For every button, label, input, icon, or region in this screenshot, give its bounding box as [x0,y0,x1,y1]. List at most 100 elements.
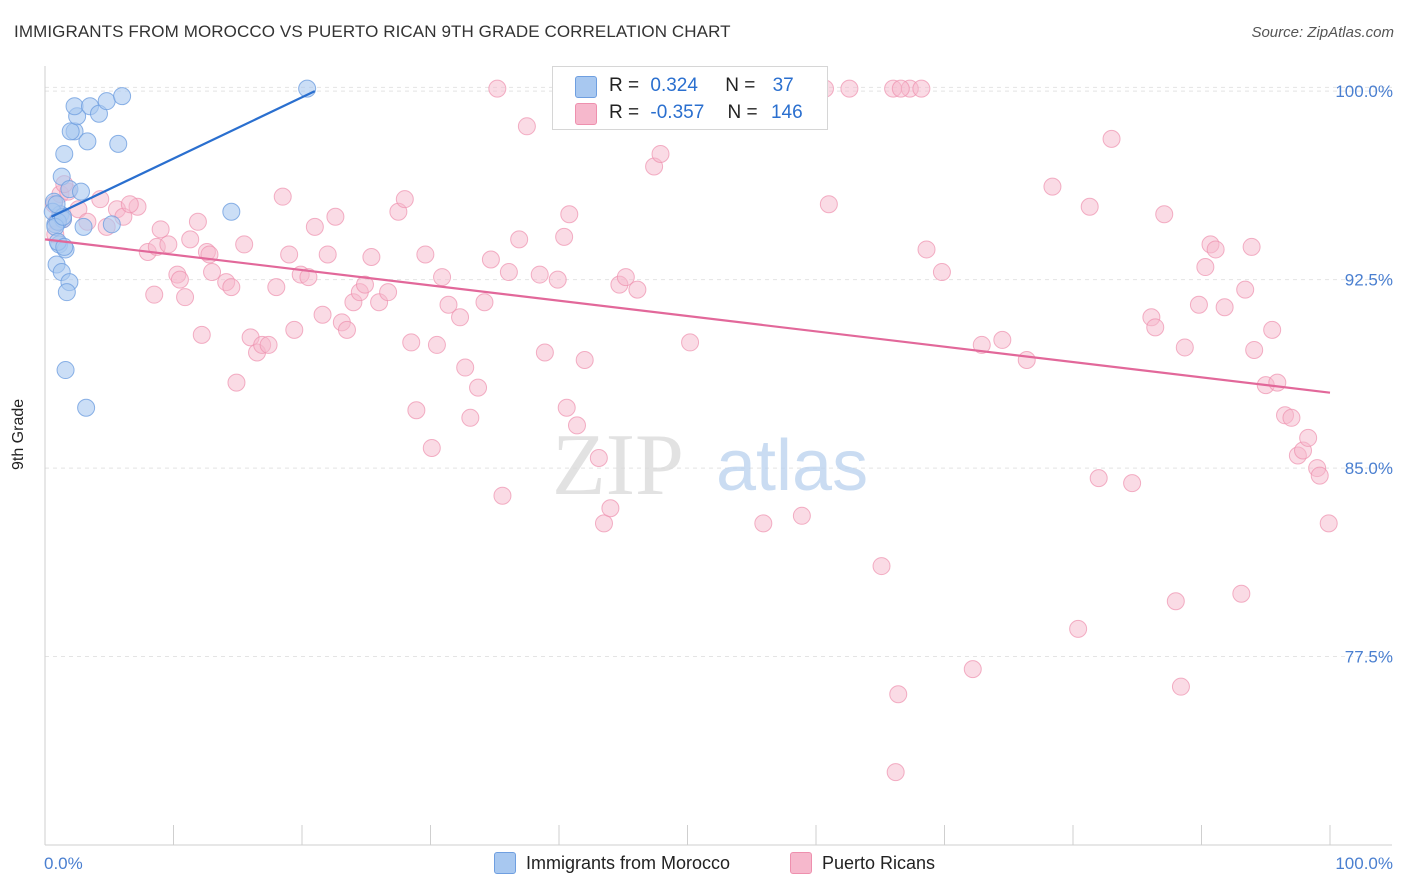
puerto-ricans-point [872,557,891,576]
puerto-ricans-point [1242,237,1261,256]
puerto-ricans-point [488,79,507,98]
series-legend-morocco: Immigrants from Morocco [494,852,730,874]
puerto-ricans-point [402,333,421,352]
puerto-ricans-point [433,268,452,287]
puerto-ricans-point [318,245,337,264]
chart-title: IMMIGRANTS FROM MOROCCO VS PUERTO RICAN … [14,22,731,41]
puerto-ricans-point [222,278,241,297]
morocco-point [77,398,96,417]
puerto-ricans-point [628,280,647,299]
puerto-ricans-point [917,240,936,259]
series-legend-puerto-ricans: Puerto Ricans [790,852,935,874]
puerto-ricans-point [567,416,586,435]
series-label-morocco: Immigrants from Morocco [526,852,731,873]
puerto-ricans-point [1236,280,1255,299]
puerto-ricans-point [159,235,178,254]
morocco-point [47,195,66,214]
legend-n-label: N = [725,75,756,96]
puerto-ricans-point [337,320,356,339]
puerto-ricans-point [407,401,426,420]
puerto-ricans-point [601,499,620,518]
legend-swatch-morocco [575,76,597,98]
puerto-ricans-point [299,268,318,287]
legend-n-morocco: 37 [772,75,794,96]
puerto-ricans-point [1299,428,1318,447]
puerto-ricans-point [481,250,500,269]
puerto-ricans-point [1089,469,1108,488]
axes [44,66,1392,846]
puerto-ricans-point [285,320,304,339]
morocco-point [57,283,76,302]
puerto-ricans-point [594,514,613,533]
morocco-point [78,132,97,151]
puerto-ricans-point [1268,373,1287,392]
puerto-ricans-point [120,195,139,214]
morocco-point [222,202,241,221]
puerto-ricans-point [1232,584,1251,603]
morocco-point [102,215,121,234]
puerto-ricans-point [1245,340,1264,359]
puerto-ricans-point [530,265,549,284]
puerto-ricans-point [203,263,222,282]
puerto-ricans-point [535,343,554,362]
chart-source: Source: ZipAtlas.com [1251,24,1394,41]
morocco-point [97,92,116,111]
y-tick-label: 77.5% [1345,648,1393,667]
morocco-point [74,217,93,236]
morocco-trend-line [50,90,316,218]
puerto-ricans-point [819,195,838,214]
puerto-ricans-point [560,205,579,224]
puerto-ricans-point [326,207,345,226]
y-axis-label: 9th Grade [10,398,27,470]
puerto-ricans-point [192,325,211,344]
puerto-ricans-point [575,351,594,370]
morocco-point [55,144,74,163]
legend-text-puerto-ricans: R = -0.357 N = 146 [609,102,803,124]
puerto-ricans-point [589,449,608,468]
tick-labels: 77.5% 85.0% 92.5% 100.0% 0.0% 100.0% [44,82,1393,873]
puerto-ricans-point [227,373,246,392]
puerto-ricans-point [891,79,910,98]
puerto-ricans-point [651,144,670,163]
series-swatch-morocco [494,852,516,874]
puerto-ricans-point [1123,474,1142,493]
puerto-ricans-point [1319,514,1338,533]
puerto-ricans-point [1017,351,1036,370]
legend-r-morocco: 0.324 [650,75,698,96]
morocco-points [43,79,317,417]
morocco-point [109,134,128,153]
puerto-ricans-point [1043,177,1062,196]
puerto-ricans-point [555,227,574,246]
puerto-ricans-point [517,117,536,136]
puerto-ricans-point [1102,129,1121,148]
puerto-ricans-point [932,263,951,282]
x-tick-label-end: 100.0% [1335,854,1393,873]
puerto-ricans-point [493,486,512,505]
puerto-ricans-point [151,220,170,239]
puerto-ricans-point [1206,240,1225,259]
morocco-point [113,87,132,106]
puerto-ricans-point [145,285,164,304]
gridlines [45,86,1392,658]
puerto-ricans-point [1263,320,1282,339]
puerto-ricans-point [972,335,991,354]
morocco-point [71,182,90,201]
legend-n-label: N = [727,102,758,123]
puerto-ricans-trend-line [44,238,1331,394]
puerto-ricans-point [181,230,200,249]
puerto-ricans-point [792,506,811,525]
correlation-legend: R = 0.324 N = 37 R = -0.357 N = 146 [552,66,828,130]
puerto-ricans-point [235,235,254,254]
puerto-ricans-point [456,358,475,377]
puerto-ricans-point [355,275,374,294]
puerto-ricans-point [313,305,332,324]
puerto-ricans-point [362,247,381,266]
puerto-ricans-point [1310,466,1329,485]
puerto-ricans-point [1282,408,1301,427]
puerto-ricans-point [469,378,488,397]
x-tick-label-start: 0.0% [44,854,83,873]
puerto-ricans-point [1189,295,1208,314]
legend-swatch-puerto-ricans [575,103,597,125]
legend-text-morocco: R = 0.324 N = 37 [609,75,794,97]
puerto-ricans-point [912,79,931,98]
